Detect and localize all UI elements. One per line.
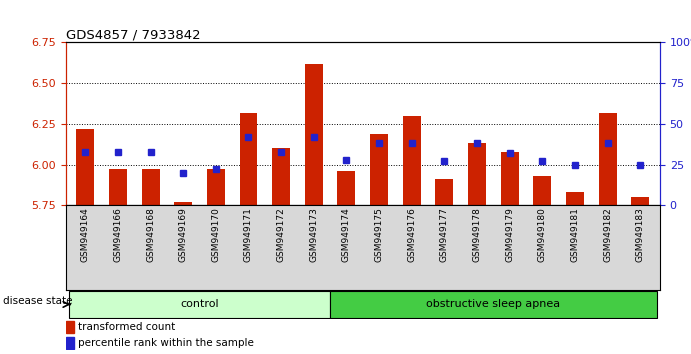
Text: GSM949174: GSM949174 xyxy=(342,207,351,262)
Text: GSM949171: GSM949171 xyxy=(244,207,253,262)
Text: disease state: disease state xyxy=(3,296,73,306)
Text: GSM949179: GSM949179 xyxy=(505,207,514,262)
Text: transformed count: transformed count xyxy=(77,322,175,332)
Bar xyxy=(66,321,74,333)
Text: GSM949178: GSM949178 xyxy=(473,207,482,262)
Bar xyxy=(501,152,519,205)
Text: GSM949164: GSM949164 xyxy=(81,207,90,262)
Bar xyxy=(370,134,388,205)
Bar xyxy=(69,291,330,318)
Bar xyxy=(109,170,127,205)
Bar xyxy=(66,337,74,349)
Text: GDS4857 / 7933842: GDS4857 / 7933842 xyxy=(66,28,200,41)
Text: GSM949182: GSM949182 xyxy=(603,207,612,262)
Bar xyxy=(76,129,94,205)
Bar xyxy=(632,197,650,205)
Bar xyxy=(240,113,258,205)
Bar xyxy=(174,202,192,205)
Text: GSM949170: GSM949170 xyxy=(211,207,220,262)
Bar xyxy=(207,170,225,205)
Text: GSM949180: GSM949180 xyxy=(538,207,547,262)
Bar xyxy=(598,113,616,205)
Bar xyxy=(305,64,323,205)
Text: GSM949181: GSM949181 xyxy=(571,207,580,262)
Text: GSM949172: GSM949172 xyxy=(276,207,285,262)
Text: GSM949168: GSM949168 xyxy=(146,207,155,262)
Bar xyxy=(435,179,453,205)
Bar xyxy=(533,176,551,205)
Text: control: control xyxy=(180,299,219,309)
Text: GSM949175: GSM949175 xyxy=(375,207,384,262)
Bar xyxy=(337,171,355,205)
Text: GSM949183: GSM949183 xyxy=(636,207,645,262)
Bar xyxy=(566,192,584,205)
Bar xyxy=(272,148,290,205)
Text: percentile rank within the sample: percentile rank within the sample xyxy=(77,338,254,348)
Text: obstructive sleep apnea: obstructive sleep apnea xyxy=(426,299,560,309)
Text: GSM949169: GSM949169 xyxy=(179,207,188,262)
Text: GSM949166: GSM949166 xyxy=(113,207,122,262)
Bar xyxy=(330,291,656,318)
Bar xyxy=(468,143,486,205)
Text: GSM949176: GSM949176 xyxy=(407,207,416,262)
Text: GSM949177: GSM949177 xyxy=(440,207,449,262)
Text: GSM949173: GSM949173 xyxy=(310,207,319,262)
Bar xyxy=(403,116,421,205)
Bar xyxy=(142,170,160,205)
